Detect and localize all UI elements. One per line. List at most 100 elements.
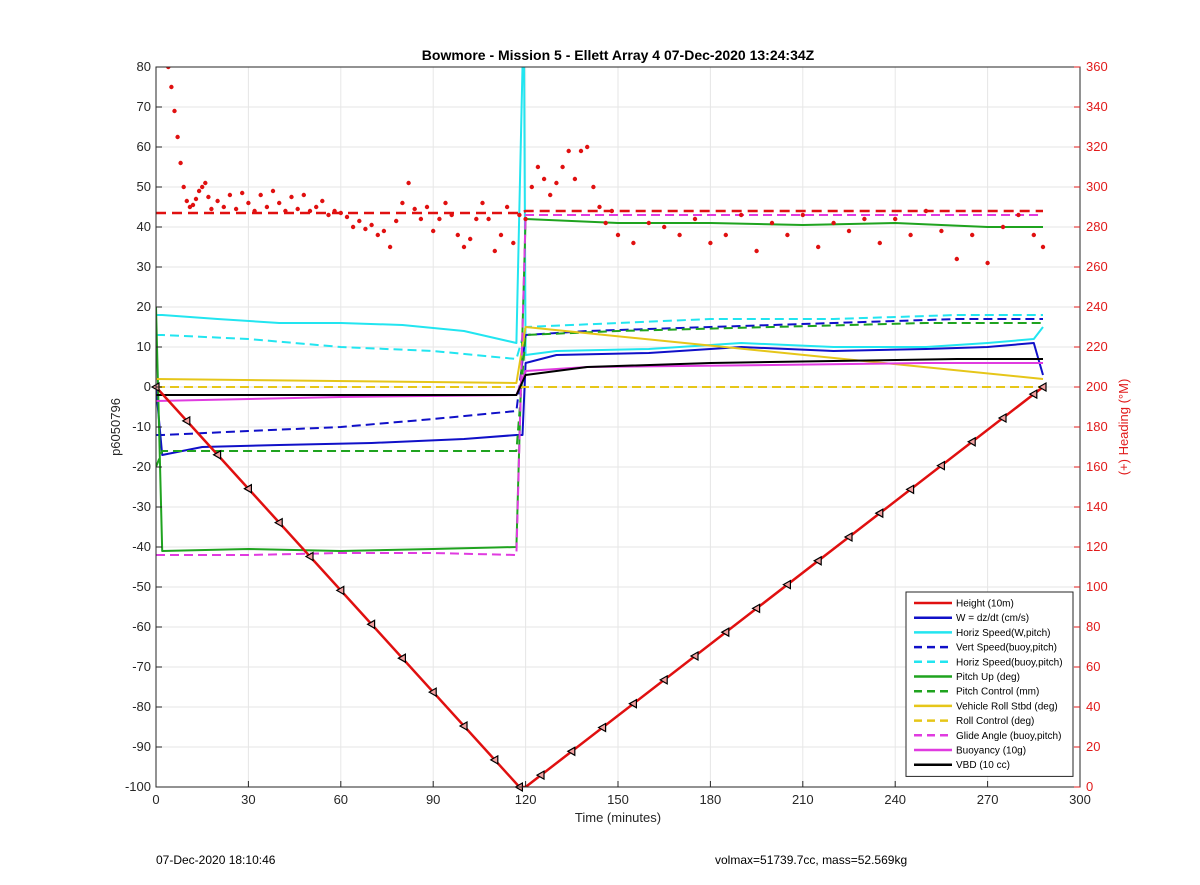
heading-reference-line xyxy=(156,209,1043,215)
heading-point xyxy=(289,194,294,200)
x-tick-label: 270 xyxy=(977,792,999,807)
legend-label-glide-angle-buoy-pitch: Glide Angle (buoy,pitch) xyxy=(956,731,1061,742)
heading-point xyxy=(209,206,214,212)
y2-tick-label: 120 xyxy=(1086,539,1108,554)
heading-point xyxy=(597,204,602,210)
x-tick-label: 60 xyxy=(334,792,348,807)
heading-point xyxy=(424,204,430,210)
y2-tick-label: 160 xyxy=(1086,459,1108,474)
heading-point xyxy=(923,208,929,214)
x-tick-label: 240 xyxy=(884,792,906,807)
heading-point xyxy=(877,240,882,246)
heading-point xyxy=(196,188,202,194)
heading-point xyxy=(166,67,171,70)
depth-marker xyxy=(566,746,576,757)
y2-tick-label: 300 xyxy=(1086,179,1108,194)
y2-tick-label: 260 xyxy=(1086,259,1108,274)
legend-label-vert-speed-buoy-pitch: Vert Speed(buoy,pitch) xyxy=(956,643,1057,654)
heading-point xyxy=(264,204,270,210)
heading-point xyxy=(492,248,497,254)
heading-point xyxy=(193,196,199,202)
heading-point xyxy=(344,214,350,220)
heading-point xyxy=(554,180,559,186)
heading-point xyxy=(566,148,571,154)
depth-marker xyxy=(427,687,437,698)
series-horiz-speed-buoy-pitch xyxy=(156,314,1043,360)
heading-point xyxy=(591,184,596,190)
legend: Height (10m) W = dz/dt (cm/s) Horiz Speed(… xyxy=(905,591,1074,777)
x-axis-ticks: 0 30 60 90 120 150 180 210 240 270 300 xyxy=(152,781,1091,807)
depth-marker xyxy=(597,722,607,733)
heading-point xyxy=(517,212,522,218)
heading-point xyxy=(893,216,898,222)
footer-vehicle-info: volmax=51739.7cc, mass=52.569kg xyxy=(715,853,908,867)
x-tick-label: 120 xyxy=(515,792,537,807)
heading-point xyxy=(468,236,473,242)
heading-point xyxy=(449,212,454,218)
heading-point xyxy=(769,220,775,226)
heading-point xyxy=(270,188,276,194)
y2-tick-label: 100 xyxy=(1086,579,1108,594)
heading-point xyxy=(381,228,387,234)
heading-point xyxy=(970,232,975,238)
legend-box xyxy=(905,591,1074,777)
heading-point xyxy=(816,244,821,250)
heading-point xyxy=(277,200,282,206)
y-axis-label: p6050796 xyxy=(108,398,123,456)
depth-marker xyxy=(936,460,946,471)
y-tick-label: 10 xyxy=(137,339,151,354)
heading-point xyxy=(363,226,368,232)
heading-point xyxy=(246,200,251,206)
heading-point xyxy=(406,180,411,186)
heading-point xyxy=(178,160,183,166)
series-vbd-10-cc xyxy=(156,358,1043,396)
heading-point xyxy=(985,260,990,266)
heading-point xyxy=(474,216,479,222)
heading-point xyxy=(529,184,534,190)
x-tick-label: 90 xyxy=(426,792,440,807)
heading-point xyxy=(862,216,867,222)
heading-point xyxy=(412,206,417,212)
heading-point xyxy=(431,228,436,234)
heading-point xyxy=(1016,212,1021,218)
heading-point xyxy=(184,198,189,204)
heading-point xyxy=(461,244,467,250)
heading-point xyxy=(418,216,424,222)
depth-marker xyxy=(304,551,314,562)
depth-marker xyxy=(689,650,699,662)
heading-point xyxy=(541,176,547,182)
footer-timestamp: 07-Dec-2020 18:10:46 xyxy=(156,853,276,867)
y2-tick-label: 180 xyxy=(1086,419,1108,434)
y-tick-label: -50 xyxy=(132,579,151,594)
heading-point xyxy=(172,108,177,114)
depth-marker xyxy=(535,770,545,781)
heading-point xyxy=(400,200,405,206)
heading-point xyxy=(631,240,636,246)
heading-point xyxy=(954,256,959,262)
heading-point xyxy=(357,218,362,224)
y-tick-label: -80 xyxy=(132,699,151,714)
heading-point xyxy=(181,184,186,190)
heading-point xyxy=(908,232,913,238)
y2-axis-ticks: 3603403203002802602402202001801601401201… xyxy=(1074,59,1108,794)
depth-marker xyxy=(843,531,853,543)
y-tick-label: -60 xyxy=(132,619,151,634)
heading-point xyxy=(578,148,584,154)
series-height-10m xyxy=(156,386,1044,787)
y2-tick-label: 80 xyxy=(1086,619,1100,634)
heading-point xyxy=(603,220,608,226)
y-tick-label: -40 xyxy=(132,539,151,554)
depth-marker xyxy=(874,508,884,519)
heading-point xyxy=(301,192,306,198)
heading-point xyxy=(320,198,325,204)
legend-label-vbd-10-cc: VBD (10 cc) xyxy=(956,760,1010,771)
heading-point xyxy=(1040,244,1046,250)
heading-point xyxy=(200,184,205,190)
heading-point xyxy=(739,212,744,218)
depth-marker xyxy=(212,449,222,460)
chart-title: Bowmore - Mission 5 - Ellett Array 4 07-… xyxy=(422,47,815,63)
heading-point xyxy=(646,220,651,226)
legend-label-height-10m: Height (10m) xyxy=(956,599,1014,610)
x-tick-label: 300 xyxy=(1069,792,1091,807)
